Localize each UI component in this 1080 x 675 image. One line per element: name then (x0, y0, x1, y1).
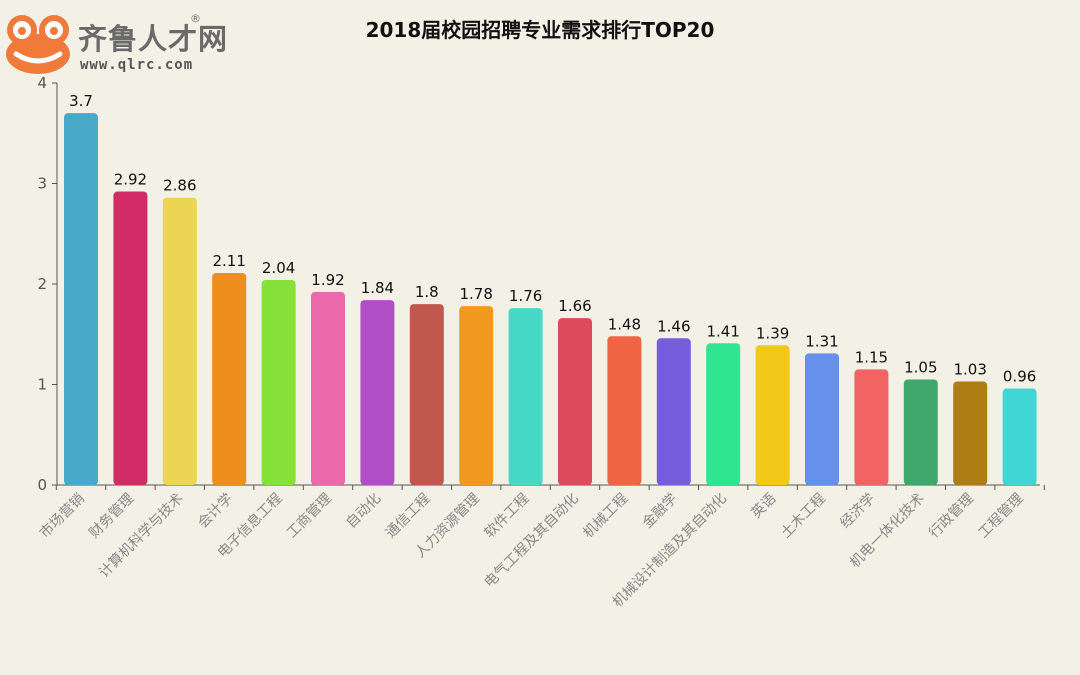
bar-18 (903, 379, 938, 485)
y-tick-label: 2 (37, 275, 47, 293)
data-label: 2.86 (163, 177, 196, 195)
bar-8 (409, 304, 444, 485)
bar-11 (558, 318, 592, 485)
bar-20 (1002, 388, 1037, 485)
bar-12 (607, 336, 642, 485)
data-label: 1.76 (509, 287, 542, 305)
data-label: 1.03 (953, 360, 986, 378)
category-label: 工程管理 (976, 491, 1027, 542)
bar-3 (162, 197, 197, 485)
category-label: 软件工程 (482, 491, 533, 542)
data-labels: 3.7 2.92 2.86 2.11 2.04 1.92 1.84 1.8 1.78 1.76 1.… (69, 92, 1036, 385)
data-label: 1.41 (706, 322, 739, 340)
data-label: 1.78 (459, 285, 492, 303)
bar-1 (64, 113, 98, 486)
category-label: 计算机科学与技术 (96, 491, 187, 582)
bar-14 (706, 343, 741, 485)
bars (64, 113, 1037, 486)
category-label: 金融学 (640, 491, 681, 532)
data-label: 1.31 (805, 332, 838, 350)
y-tick-label: 3 (37, 175, 47, 193)
category-label: 会计学 (195, 491, 236, 532)
y-tick-label: 0 (37, 476, 47, 494)
bar-17 (854, 369, 889, 485)
bar-4 (212, 272, 247, 485)
bar-6 (311, 292, 345, 485)
category-label: 自动化 (343, 491, 384, 532)
category-label: 工商管理 (284, 491, 335, 542)
data-label: 1.15 (855, 348, 888, 366)
bar-13 (656, 338, 691, 485)
data-label: 1.8 (415, 283, 439, 301)
category-label: 土木工程 (778, 491, 829, 542)
category-label: 电气工程及其自动化 (481, 491, 581, 591)
data-label: 1.05 (904, 358, 937, 376)
bar-5 (261, 279, 296, 485)
bar-9 (459, 306, 494, 485)
bar-16 (805, 353, 839, 485)
data-label: 0.96 (1003, 368, 1036, 386)
category-label: 通信工程 (383, 491, 434, 542)
bar-15 (755, 345, 790, 485)
bar-7 (360, 300, 395, 485)
data-label: 1.84 (361, 279, 394, 297)
chart-title: 2018届校园招聘专业需求排行TOP20 (365, 18, 715, 42)
category-label: 经济学 (837, 491, 878, 532)
category-label: 行政管理 (926, 491, 977, 542)
data-label: 3.7 (69, 92, 93, 110)
bar-2 (113, 191, 148, 486)
site-logo[interactable]: 齐鲁人才网 ® www.qlrc.com (4, 10, 244, 76)
category-label: 市场营销 (36, 490, 88, 542)
category-label: 机械工程 (580, 491, 631, 542)
data-label: 2.04 (262, 259, 295, 277)
frog-icon (6, 15, 70, 74)
data-label: 1.39 (756, 324, 789, 342)
registered-mark: ® (190, 12, 201, 25)
category-label: 英语 (748, 490, 780, 522)
y-tick-label: 4 (37, 74, 47, 92)
data-label: 1.92 (311, 271, 344, 289)
data-label: 1.46 (657, 317, 690, 335)
logo-url: www.qlrc.com (80, 57, 194, 73)
logo-brand-text: 齐鲁人才网 (78, 22, 229, 56)
category-label: 财务管理 (86, 491, 137, 542)
bar-10 (508, 308, 543, 485)
data-label: 1.66 (558, 297, 591, 315)
data-label: 1.48 (608, 315, 641, 333)
data-label: 2.11 (212, 252, 245, 270)
bar-19 (953, 381, 988, 485)
data-label: 2.92 (114, 171, 147, 189)
y-tick-label: 1 (37, 376, 47, 394)
